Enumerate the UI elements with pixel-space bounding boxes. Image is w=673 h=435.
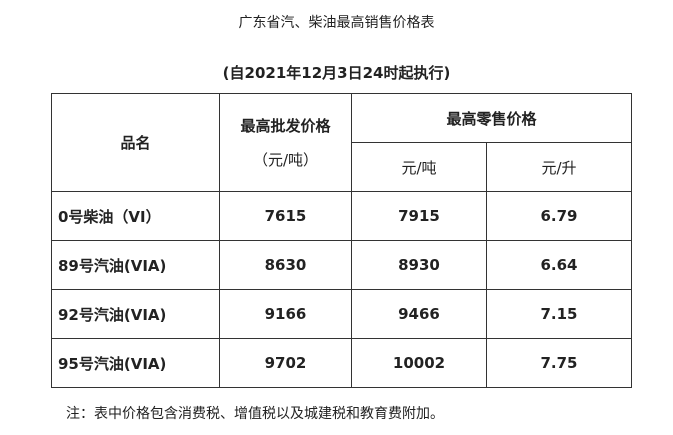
header-text: 最高批发价格 (240, 116, 331, 135)
data-row: 92号汽油(VIA) 9166 9466 7.15 (51, 289, 632, 339)
price-cell: 7.75 (486, 338, 632, 388)
data-row: 95号汽油(VIA) 9702 10002 7.75 (51, 338, 632, 388)
header-unit: （元/吨） (252, 150, 319, 169)
price-cell: 8630 (219, 240, 352, 290)
header-cell: 元/吨 (351, 142, 487, 192)
product-name: 89号汽油(VIA) (51, 240, 220, 290)
subtitle: (自2021年12月3日24时起执行) (222, 64, 451, 82)
price-cell: 7.15 (486, 289, 632, 339)
header-cell: 最高零售价格 (351, 93, 632, 143)
header-row: 品名 最高批发价格 （元/吨） 最高零售价格 (51, 93, 632, 192)
price-cell: 7615 (219, 191, 352, 241)
price-cell: 10002 (351, 338, 487, 388)
product-name: 92号汽油(VIA) (51, 289, 220, 339)
price-table: 品名 最高批发价格 （元/吨） 最高零售价格 元/吨 元/升 0号柴油（VI） 76… (51, 93, 632, 388)
data-row: 89号汽油(VIA) 8630 8930 6.64 (51, 240, 632, 290)
price-cell: 6.64 (486, 240, 632, 290)
note: 注：表中价格包含消费税、增值税以及城建税和教育费附加。 (66, 406, 444, 422)
header-cell: 元/升 (486, 142, 632, 192)
data-row: 0号柴油（VI） 7615 7915 6.79 (51, 191, 632, 241)
table-body: 品名 最高批发价格 （元/吨） 最高零售价格 元/吨 元/升 0号柴油（VI） 76… (51, 93, 632, 388)
product-name: 0号柴油（VI） (51, 191, 220, 241)
price-cell: 6.79 (486, 191, 632, 241)
price-cell: 9166 (219, 289, 352, 339)
title: 广东省汽、柴油最高销售价格表 (238, 15, 435, 31)
price-cell: 7915 (351, 191, 487, 241)
header-cell: 最高批发价格 （元/吨） (219, 93, 352, 192)
product-name: 95号汽油(VIA) (51, 338, 220, 388)
price-cell: 9466 (351, 289, 487, 339)
price-cell: 9702 (219, 338, 352, 388)
header-row: 元/吨 元/升 (52, 142, 632, 192)
price-cell: 8930 (351, 240, 487, 290)
header-cell: 品名 (51, 93, 220, 192)
